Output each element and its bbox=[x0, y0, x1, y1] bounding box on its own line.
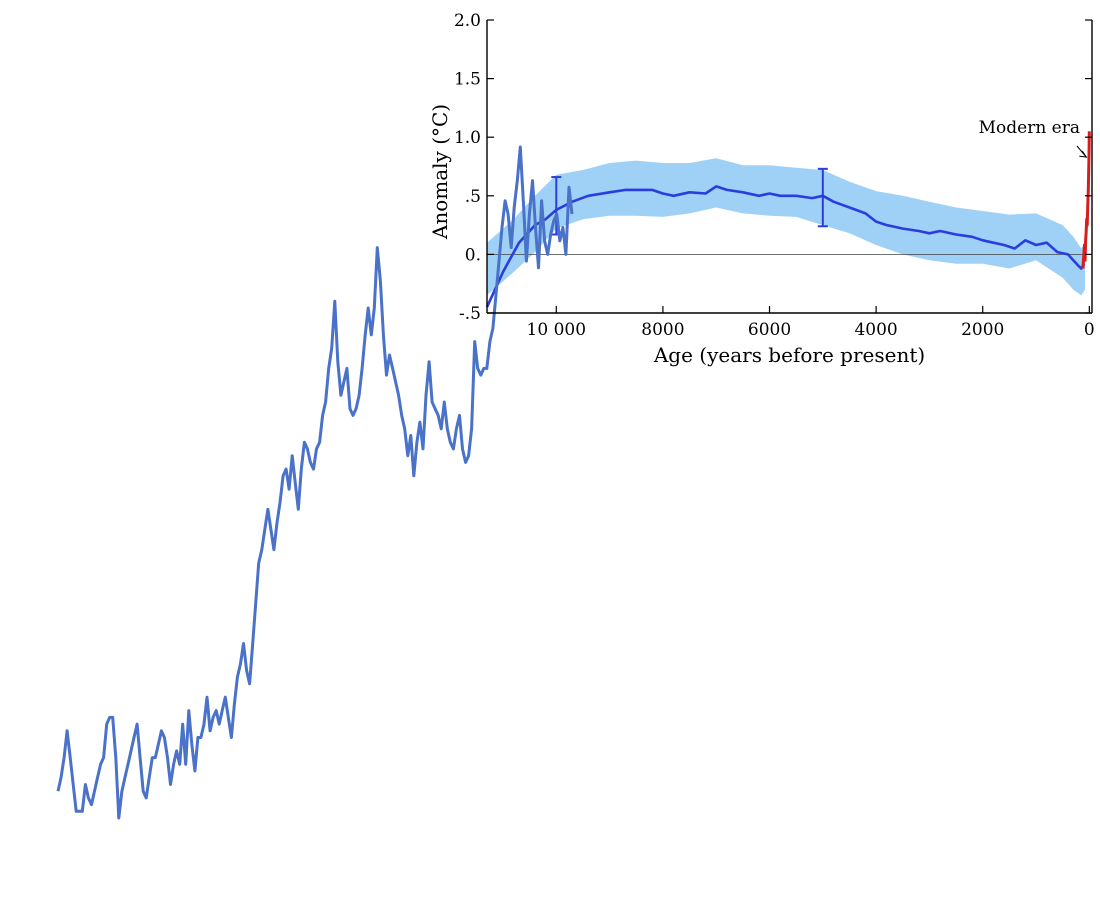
proxy-trace-layer bbox=[56, 145, 574, 820]
modern-era-annotation: Modern era bbox=[979, 118, 1080, 138]
x-tick-label: 6000 bbox=[748, 320, 791, 340]
error-bar-2 bbox=[817, 167, 828, 228]
modern-era-layer bbox=[1081, 131, 1091, 269]
y-tick-label: 2.0 bbox=[454, 11, 481, 31]
x-axis-title: Age (years before present) bbox=[653, 343, 925, 367]
y-tick-label: 0. bbox=[465, 245, 481, 265]
y-tick-label: -.5 bbox=[459, 304, 481, 324]
x-tick-label: 0 bbox=[1084, 320, 1095, 340]
x-tick-label: 2000 bbox=[961, 320, 1004, 340]
annotation-arrowhead bbox=[1079, 150, 1088, 158]
y-axis-title: Anomaly (°C) bbox=[428, 104, 452, 240]
annotation-layer: Modern era bbox=[979, 118, 1088, 158]
proxy-trace-line bbox=[56, 145, 574, 820]
y-tick-label: 1.0 bbox=[454, 128, 481, 148]
uncertainty-band bbox=[487, 158, 1086, 296]
axes-layer: 2.0 1.5 1.0 .5 0. -.5 10 000 8000 6000 4000 2000 0 bbox=[454, 11, 1095, 340]
error-bar-layer bbox=[551, 167, 828, 236]
uncertainty-band-layer bbox=[487, 158, 1086, 296]
y-tick-label: 1.5 bbox=[454, 70, 481, 90]
x-tick-label: 4000 bbox=[854, 320, 897, 340]
x-tick-label: 10 000 bbox=[527, 320, 586, 340]
modern-era-line bbox=[1081, 131, 1091, 269]
x-tick-label: 8000 bbox=[641, 320, 684, 340]
y-tick-label: .5 bbox=[465, 187, 481, 207]
